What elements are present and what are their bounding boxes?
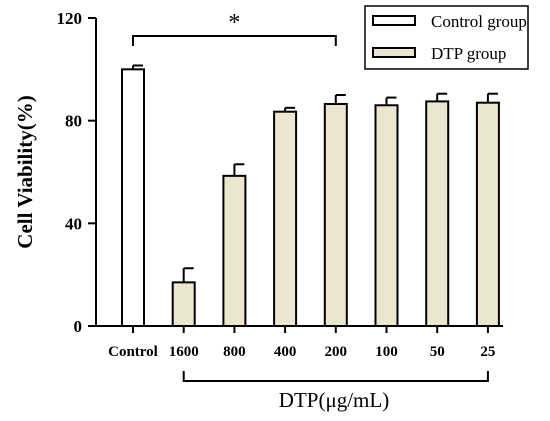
x-axis: Control 1600 800 400 200 100 50 25 xyxy=(96,325,503,360)
significance-star: * xyxy=(228,10,240,36)
bar-Control xyxy=(121,68,145,327)
y-tick-label: 80 xyxy=(65,112,82,131)
bar-100 xyxy=(374,104,399,328)
dose-group-line xyxy=(182,371,489,382)
legend-swatch-dtp xyxy=(372,47,416,58)
x-tick-label: 50 xyxy=(430,344,445,360)
y-tick-label: 0 xyxy=(74,317,83,336)
legend-label-dtp: DTP group xyxy=(431,44,506,63)
legend-swatch-control xyxy=(372,15,416,26)
x-tick-label: 1600 xyxy=(169,344,199,360)
legend-label-control: Control group xyxy=(431,12,527,31)
bar-50 xyxy=(425,100,450,327)
legend: Control group DTP group xyxy=(364,5,529,70)
y-axis-label: Cell Viability(%) xyxy=(13,95,37,248)
x-tick-label: Control xyxy=(108,344,158,360)
x-tick-label: 400 xyxy=(274,344,297,360)
x-tick-label: 200 xyxy=(325,344,348,360)
significance-bracket: * xyxy=(132,10,337,46)
bar-400 xyxy=(273,110,298,327)
dose-group-label: DTP(μg/mL) xyxy=(279,388,389,412)
bar-25 xyxy=(475,101,500,327)
bar-1600 xyxy=(171,281,196,328)
x-tick-label: 25 xyxy=(480,344,495,360)
y-axis: 0 40 80 120 Cell Viability(%) xyxy=(13,9,97,336)
x-tick-label: 800 xyxy=(223,344,246,360)
bar-200 xyxy=(323,102,348,327)
significance-line xyxy=(132,35,337,46)
y-tick-label: 120 xyxy=(57,9,83,28)
y-tick-label: 40 xyxy=(65,214,82,233)
bar-800 xyxy=(222,174,247,327)
dose-group-bracket: DTP(μg/mL) xyxy=(182,371,489,412)
x-tick-label: 100 xyxy=(375,344,398,360)
